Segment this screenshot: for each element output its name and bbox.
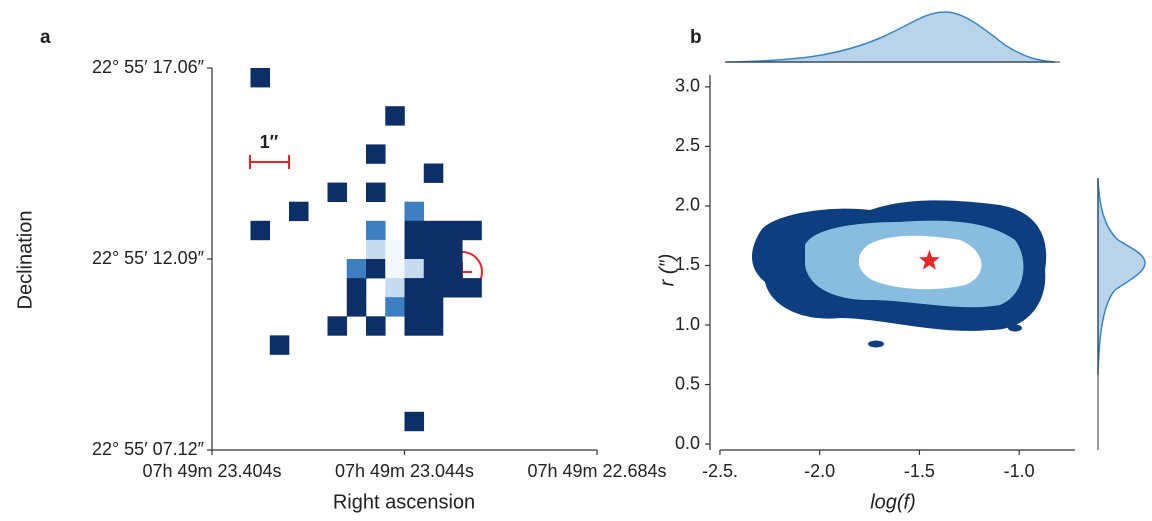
pixel [405, 240, 425, 259]
pixel [385, 278, 405, 297]
y-tick-label: 1.0 [675, 314, 700, 334]
pixel [405, 316, 425, 335]
pixel [366, 144, 386, 163]
figure: a b Right ascension Declination log(f) r… [0, 0, 1152, 521]
pixel [424, 221, 444, 240]
pixel [424, 240, 444, 259]
y-tick-label: 0.5 [675, 373, 700, 393]
y-tick-label: 22° 55′ 12.09″ [92, 248, 205, 268]
pixel [424, 278, 444, 297]
panel-label: b [690, 27, 702, 48]
pixel [443, 259, 463, 278]
density-contours [752, 200, 1046, 347]
x-tick-label: 07h 49m 23.044s [335, 461, 474, 481]
pixel [462, 278, 482, 297]
x-axis-title: log(f) [870, 491, 916, 513]
y-tick-label: 2.0 [675, 195, 700, 215]
pixel [385, 259, 405, 278]
pixel [366, 183, 386, 202]
y-tick-label: 1.5 [675, 254, 700, 274]
x-tick-label: 07h 49m 23.404s [142, 461, 281, 481]
y-axis-title: Declination [14, 211, 36, 310]
pixel [443, 240, 463, 259]
pixel [347, 278, 367, 297]
pixel [328, 316, 348, 335]
pixel [424, 297, 444, 316]
pixel [366, 221, 386, 240]
y-tick-label: 3.0 [675, 76, 700, 96]
x-tick-label: 07h 49m 22.684s [527, 461, 666, 481]
y-tick-label: 22° 55′ 17.06″ [92, 57, 205, 77]
pixel [405, 221, 425, 240]
x-tick-label: -2.5. [702, 461, 738, 481]
pixel [424, 316, 444, 335]
page: a b Right ascension Declination log(f) r… [0, 0, 1152, 521]
pixel [366, 240, 386, 259]
pixel [443, 221, 463, 240]
x-tick-label: -1.5 [904, 461, 935, 481]
pixel [405, 297, 425, 316]
pixel [405, 278, 425, 297]
pixel [251, 221, 271, 240]
pixel [424, 164, 444, 183]
y-tick-label: 2.5 [675, 135, 700, 155]
pixel [385, 297, 405, 316]
pixel [366, 259, 386, 278]
pixel [424, 259, 444, 278]
pixel [405, 202, 425, 221]
y-tick-label: 0.0 [675, 433, 700, 453]
x-tick-label: -1.0 [1004, 461, 1035, 481]
pixel [405, 412, 425, 431]
x-tick-label: -2.0 [804, 461, 835, 481]
pixel [328, 183, 348, 202]
pixel [251, 68, 271, 87]
pixel [366, 316, 386, 335]
pixel [385, 106, 405, 125]
pixel [443, 278, 463, 297]
x-axis-title: Right ascension [333, 491, 475, 513]
pixel [405, 259, 425, 278]
pixel [347, 259, 367, 278]
scale-bar [250, 155, 289, 169]
pixel [385, 240, 405, 259]
scale-bar-label: 1″ [260, 132, 279, 152]
y-tick-label: 22° 55′ 07.12″ [92, 439, 205, 459]
pixel [270, 335, 290, 354]
panel-label: a [40, 27, 51, 48]
pixel [462, 221, 482, 240]
pixel [289, 202, 309, 221]
pixel [347, 297, 367, 316]
